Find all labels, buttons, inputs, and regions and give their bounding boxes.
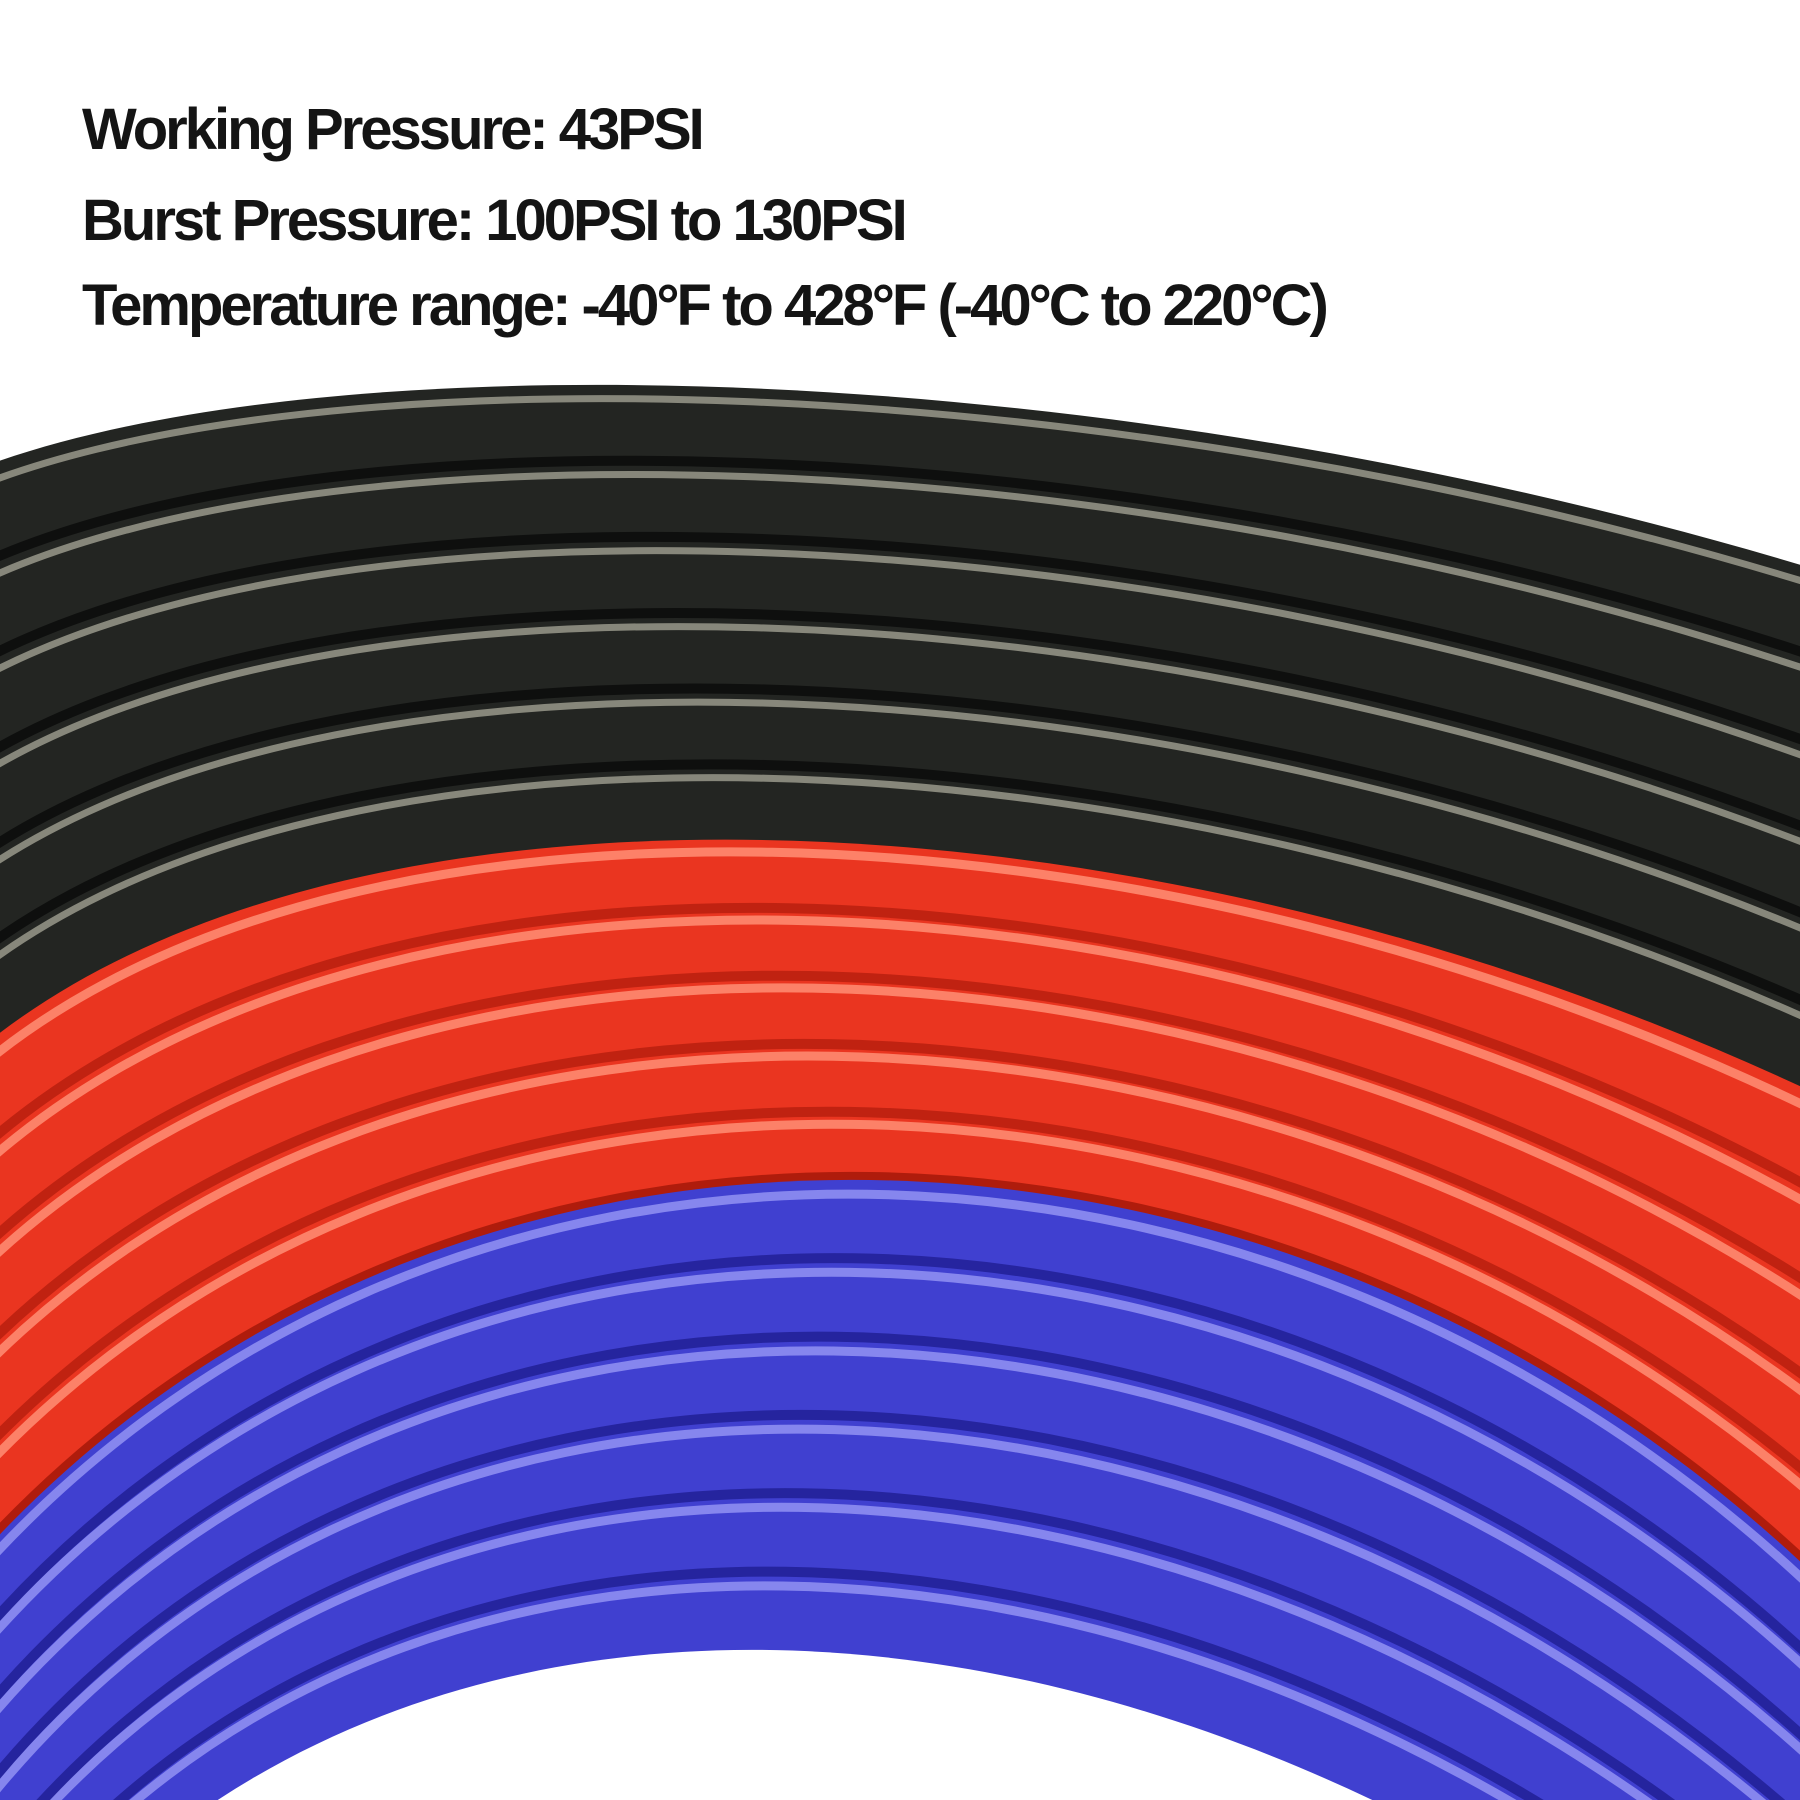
red-tube-highlight [0, 983, 1800, 1301]
red-tube-highlight [0, 1119, 1800, 1491]
red-tube-crevice [0, 1039, 1800, 1379]
blue-tube-crevice [113, 1566, 1544, 1800]
blue-tube-highlight [0, 1424, 1767, 1800]
black-tube-crevice [0, 608, 1800, 831]
red-tube-crevice [0, 902, 1800, 1188]
spec-line-temperature-range: Temperature range: -40°F to 428°F (-40°C… [82, 273, 1329, 338]
black-tube-highlight [0, 623, 1800, 846]
blue-tube-crevice [0, 1410, 1785, 1800]
black-tube-crevice [0, 759, 1800, 1006]
blue-tube-crevice [36, 1488, 1675, 1800]
spec-line-working-pressure: Working Pressure: 43PSI [82, 97, 705, 162]
blue-tube-crevice [0, 1253, 1800, 1655]
blue-tube-highlight [129, 1581, 1517, 1800]
blue-tube-highlight [0, 1346, 1800, 1755]
black-tube-crevice [0, 455, 1800, 657]
black-tube-crevice [0, 531, 1800, 745]
black-tube-highlight [0, 698, 1800, 932]
red-tube-crevice [0, 970, 1800, 1284]
coil-center-opening [217, 1650, 1373, 1800]
red-tube-crevice [0, 1106, 1800, 1474]
black-tube-highlight [0, 774, 1800, 1020]
black-tube-highlight [0, 471, 1800, 671]
blue-tube-highlight [0, 1189, 1800, 1584]
blue-tube-highlight [0, 1267, 1800, 1670]
red-tube-highlight [0, 847, 1800, 1109]
blue-tube-crevice [0, 1331, 1800, 1741]
spec-line-burst-pressure: Burst Pressure: 100PSI to 130PSI [82, 188, 908, 253]
black-tube-crevice [0, 683, 1800, 918]
blue-tubes-band [0, 1179, 1800, 1800]
black-tube-highlight [0, 395, 1800, 585]
red-tube-highlight [0, 1051, 1800, 1396]
blue-tube-highlight [49, 1502, 1653, 1800]
black-tube-highlight [0, 547, 1800, 759]
red-tube-highlight [0, 915, 1800, 1205]
